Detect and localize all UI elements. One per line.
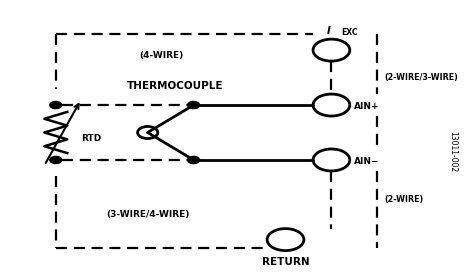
Text: (2-WIRE): (2-WIRE): [384, 195, 423, 204]
Text: THERMOCOUPLE: THERMOCOUPLE: [127, 81, 224, 91]
Circle shape: [50, 102, 62, 109]
Text: (4-WIRE): (4-WIRE): [139, 51, 183, 60]
Text: 13011-002: 13011-002: [449, 131, 458, 172]
Circle shape: [50, 156, 62, 164]
Text: RETURN: RETURN: [262, 257, 310, 267]
Text: AIN−: AIN−: [355, 157, 380, 166]
Text: RTD: RTD: [81, 134, 101, 142]
Text: (2-WIRE/3-WIRE): (2-WIRE/3-WIRE): [384, 73, 458, 82]
Text: I: I: [327, 26, 331, 36]
Circle shape: [188, 156, 200, 164]
Text: (3-WIRE/4-WIRE): (3-WIRE/4-WIRE): [106, 210, 190, 219]
Circle shape: [188, 102, 200, 109]
Text: AIN+: AIN+: [355, 102, 380, 111]
Text: EXC: EXC: [342, 28, 358, 37]
